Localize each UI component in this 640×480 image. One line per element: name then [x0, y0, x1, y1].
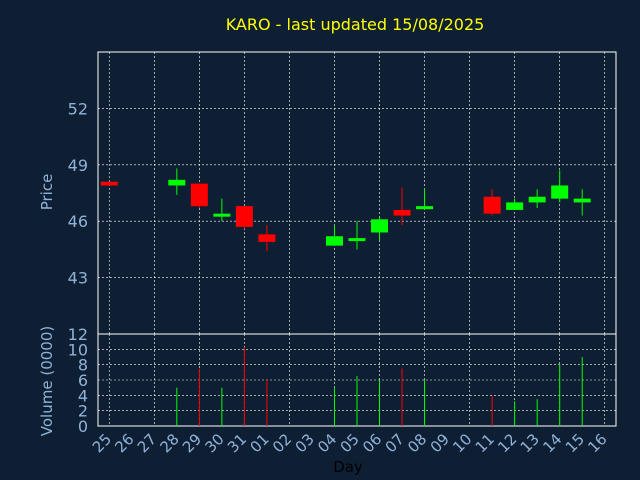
candle-body: [506, 202, 524, 210]
candle-body: [551, 185, 569, 199]
candle-body: [190, 183, 208, 207]
volume-tick-label: 8: [78, 356, 88, 375]
candle-body: [325, 236, 343, 246]
chart-title: KARO - last updated 15/08/2025: [226, 15, 485, 34]
candlestick-series: [100, 168, 591, 252]
volume-tick-label: 4: [78, 386, 88, 405]
price-axis-label: Price: [38, 174, 56, 211]
price-tick-label: 52: [68, 99, 88, 118]
volume-axis-label: Volume (0000): [38, 326, 56, 436]
day-tick-labels: 2526272829303101020304050607080910111213…: [89, 430, 611, 456]
candle-body: [528, 196, 546, 203]
candle-body: [371, 219, 389, 233]
volume-tick-label: 12: [68, 325, 88, 344]
candle-body: [348, 238, 366, 242]
price-tick-label: 49: [68, 156, 88, 175]
candle-body: [235, 206, 253, 227]
candle-body: [393, 209, 411, 216]
candle-body: [483, 196, 501, 214]
volume-tick-label: 0: [78, 417, 88, 436]
volume-tick-label: 10: [68, 340, 88, 359]
candle-body: [258, 234, 276, 242]
price-panel-frame: [97, 51, 617, 335]
candle-body: [213, 213, 231, 217]
price-grid: [98, 52, 616, 334]
candle-body: [573, 198, 591, 203]
candle-body: [168, 179, 186, 186]
price-tick-labels: 43 46 49 52: [68, 99, 88, 287]
candle-body: [416, 206, 434, 210]
day-axis-label: Day: [333, 458, 363, 476]
day-tick-label: 16: [584, 430, 610, 456]
candle-body: [100, 181, 118, 186]
volume-tick-label: 6: [78, 371, 88, 390]
volume-tick-label: 2: [78, 402, 88, 421]
price-tick-label: 46: [68, 212, 88, 231]
volume-series: [176, 347, 583, 426]
price-tick-label: 43: [68, 269, 88, 288]
